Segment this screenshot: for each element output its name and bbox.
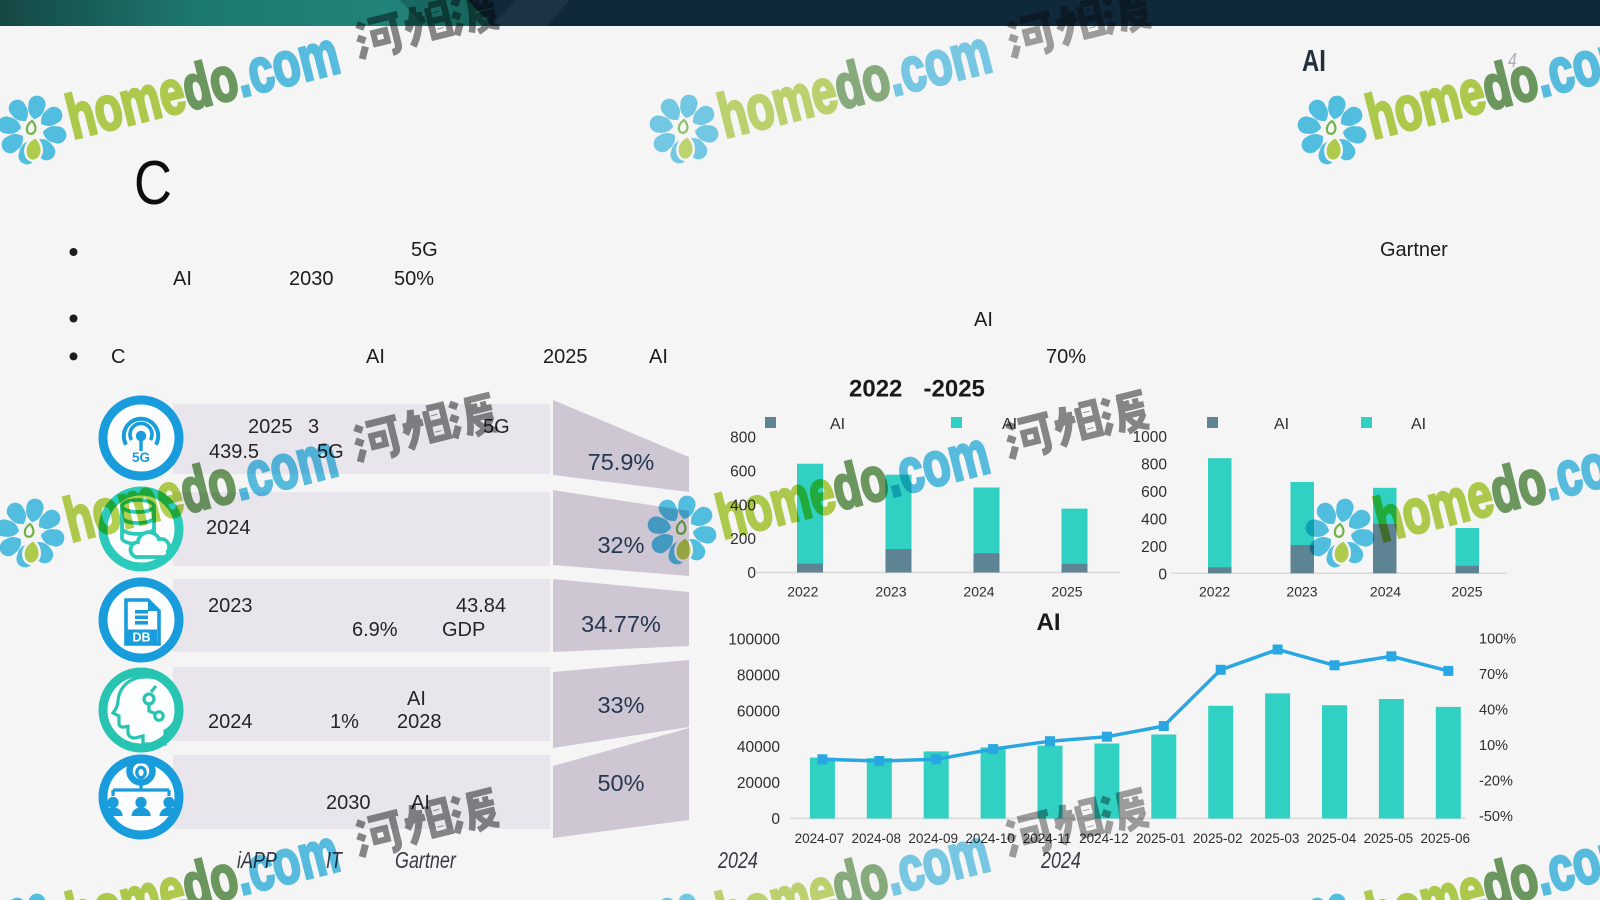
svg-text:2024-10: 2024-10: [965, 831, 1015, 846]
svg-text:20000: 20000: [737, 775, 780, 792]
svg-text:100%: 100%: [1479, 632, 1516, 648]
svg-text:0: 0: [1158, 566, 1167, 583]
svg-text:2025-01: 2025-01: [1136, 831, 1186, 846]
svg-text:2025-03: 2025-03: [1250, 831, 1300, 846]
svg-text:2024: 2024: [1370, 584, 1401, 600]
svg-text:2025-05: 2025-05: [1364, 831, 1414, 846]
svg-text:10%: 10%: [1479, 738, 1508, 754]
svg-text:60000: 60000: [737, 703, 780, 720]
svg-text:100000: 100000: [728, 632, 780, 649]
svg-text:600: 600: [730, 464, 756, 481]
svg-text:400: 400: [730, 497, 756, 514]
svg-text:2024-11: 2024-11: [1023, 831, 1072, 846]
svg-text:200: 200: [1141, 539, 1167, 556]
svg-text:2024-09: 2024-09: [908, 831, 958, 846]
svg-text:2022: 2022: [787, 584, 818, 600]
svg-text:34.77%: 34.77%: [581, 611, 661, 637]
svg-text:800: 800: [1141, 456, 1167, 473]
svg-text:600: 600: [1141, 484, 1167, 501]
svg-text:40%: 40%: [1479, 703, 1508, 719]
svg-text:0: 0: [771, 811, 780, 828]
svg-text:AI: AI: [1002, 416, 1017, 433]
svg-text:2025-04: 2025-04: [1307, 831, 1357, 846]
svg-text:2025-06: 2025-06: [1421, 831, 1471, 846]
svg-text:-20%: -20%: [1479, 773, 1513, 789]
svg-text:-2025: -2025: [924, 376, 985, 403]
svg-text:AI: AI: [1274, 416, 1289, 433]
svg-text:80000: 80000: [737, 667, 780, 684]
svg-text:DB: DB: [132, 631, 150, 645]
svg-text:2023: 2023: [875, 584, 906, 600]
svg-text:70%: 70%: [1479, 667, 1508, 683]
svg-text:AI: AI: [1411, 416, 1426, 433]
svg-text:400: 400: [1141, 511, 1167, 528]
svg-text:0: 0: [747, 565, 756, 582]
svg-text:2024: 2024: [963, 584, 994, 600]
svg-text:75.9%: 75.9%: [588, 449, 655, 475]
svg-text:1000: 1000: [1133, 429, 1168, 446]
svg-text:AI: AI: [830, 416, 845, 433]
svg-text:2023: 2023: [1286, 584, 1317, 600]
svg-text:-50%: -50%: [1479, 809, 1513, 825]
svg-text:5G: 5G: [132, 450, 150, 465]
svg-text:32%: 32%: [597, 532, 644, 558]
svg-text:2025: 2025: [1451, 584, 1482, 600]
svg-text:50%: 50%: [597, 770, 644, 796]
svg-text:800: 800: [730, 430, 756, 447]
svg-text:40000: 40000: [737, 739, 780, 756]
svg-text:2024-08: 2024-08: [852, 831, 902, 846]
svg-text:2024-07: 2024-07: [795, 831, 845, 846]
svg-text:33%: 33%: [597, 692, 644, 718]
svg-text:2024-12: 2024-12: [1079, 831, 1129, 846]
svg-text:2022: 2022: [1199, 584, 1230, 600]
svg-text:2025: 2025: [1051, 584, 1082, 600]
svg-text:2022: 2022: [849, 376, 902, 403]
svg-text:AI: AI: [1037, 609, 1061, 636]
svg-text:2025-02: 2025-02: [1193, 831, 1243, 846]
svg-text:200: 200: [730, 531, 756, 548]
